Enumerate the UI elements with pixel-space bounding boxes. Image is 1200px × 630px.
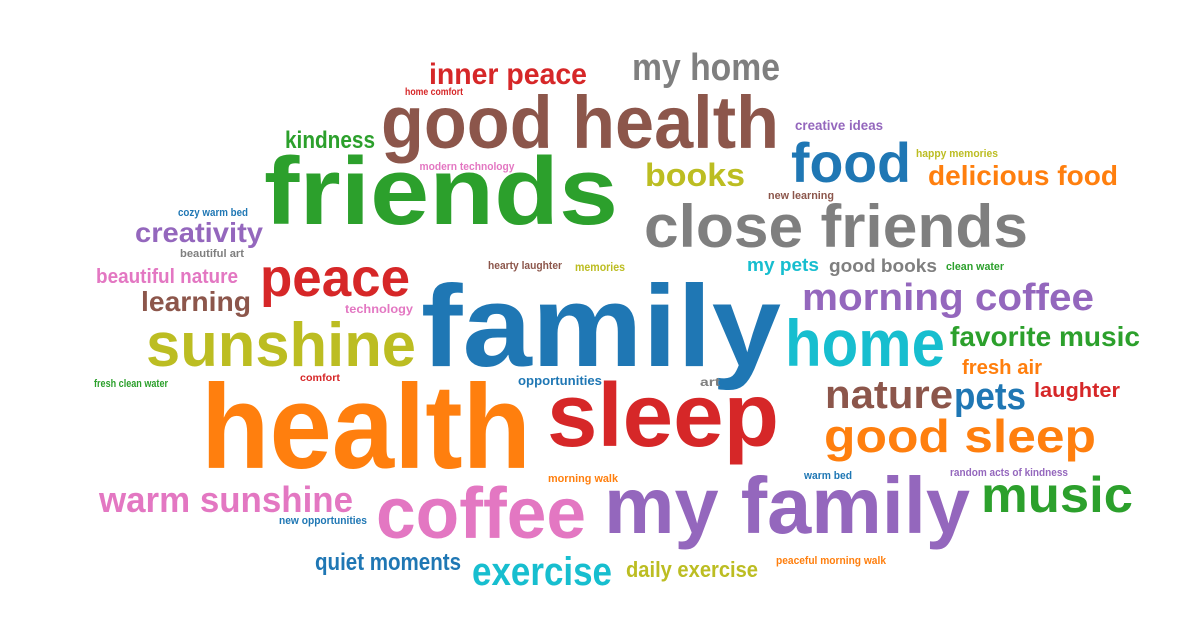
- word-morning-walk: morning walk: [548, 473, 619, 485]
- word-my-home: my home: [632, 47, 780, 89]
- word-inner-peace: inner peace: [429, 58, 587, 91]
- word-my-family: my family: [604, 461, 971, 550]
- word-warm-sunshine: warm sunshine: [98, 479, 353, 520]
- word-happy-memories: happy memories: [916, 148, 998, 160]
- word-food: food: [791, 131, 911, 194]
- word-fresh-air: fresh air: [962, 357, 1042, 379]
- word-good-health: good health: [381, 81, 779, 164]
- word-sleep: sleep: [547, 366, 779, 466]
- word-my-pets: my pets: [747, 255, 819, 275]
- word-good-books: good books: [829, 256, 937, 276]
- word-favorite-music: favorite music: [950, 321, 1140, 352]
- word-learning: learning: [141, 286, 251, 317]
- word-beautiful-art: beautiful art: [180, 248, 244, 260]
- word-new-opportunities: new opportunities: [279, 515, 367, 527]
- word-music: music: [981, 467, 1133, 523]
- word-coffee: coffee: [376, 474, 586, 554]
- word-home-comfort: home comfort: [405, 87, 464, 98]
- word-cozy-warm-bed: cozy warm bed: [178, 207, 248, 219]
- word-new-learning: new learning: [768, 190, 834, 202]
- word-exercise: exercise: [472, 550, 612, 594]
- word-random-acts-of-kindness: random acts of kindness: [950, 467, 1068, 479]
- word-warm-bed: warm bed: [803, 470, 852, 482]
- word-fresh-clean-water: fresh clean water: [94, 378, 169, 390]
- word-books: books: [645, 157, 745, 193]
- word-morning-coffee: morning coffee: [802, 277, 1094, 319]
- word-creativity: creativity: [135, 217, 263, 248]
- word-good-sleep: good sleep: [824, 410, 1096, 462]
- word-health: health: [201, 360, 531, 494]
- word-daily-exercise: daily exercise: [626, 557, 758, 582]
- word-hearty-laughter: hearty laughter: [488, 260, 563, 272]
- word-delicious-food: delicious food: [928, 160, 1118, 191]
- word-quiet-moments: quiet moments: [315, 549, 461, 576]
- word-creative-ideas: creative ideas: [795, 117, 883, 133]
- word-sunshine: sunshine: [146, 311, 416, 380]
- word-close-friends: close friends: [644, 193, 1028, 260]
- word-laughter: laughter: [1034, 380, 1120, 402]
- word-family: family: [421, 261, 781, 391]
- word-kindness: kindness: [285, 127, 375, 154]
- word-memories: memories: [575, 260, 625, 274]
- word-friends: friends: [264, 138, 618, 245]
- word-modern-technology: modern technology: [420, 161, 516, 173]
- word-home: home: [785, 306, 945, 380]
- word-peace: peace: [260, 248, 410, 308]
- word-art: art: [700, 375, 720, 389]
- word-beautiful-nature: beautiful nature: [96, 266, 238, 288]
- word-pets: pets: [954, 376, 1026, 418]
- word-opportunities: opportunities: [518, 373, 602, 388]
- word-comfort: comfort: [300, 373, 341, 384]
- word-clean-water: clean water: [946, 261, 1005, 273]
- word-technology: technology: [345, 302, 413, 316]
- word-peaceful-morning-walk: peaceful morning walk: [776, 555, 887, 567]
- word-nature: nature: [825, 373, 953, 417]
